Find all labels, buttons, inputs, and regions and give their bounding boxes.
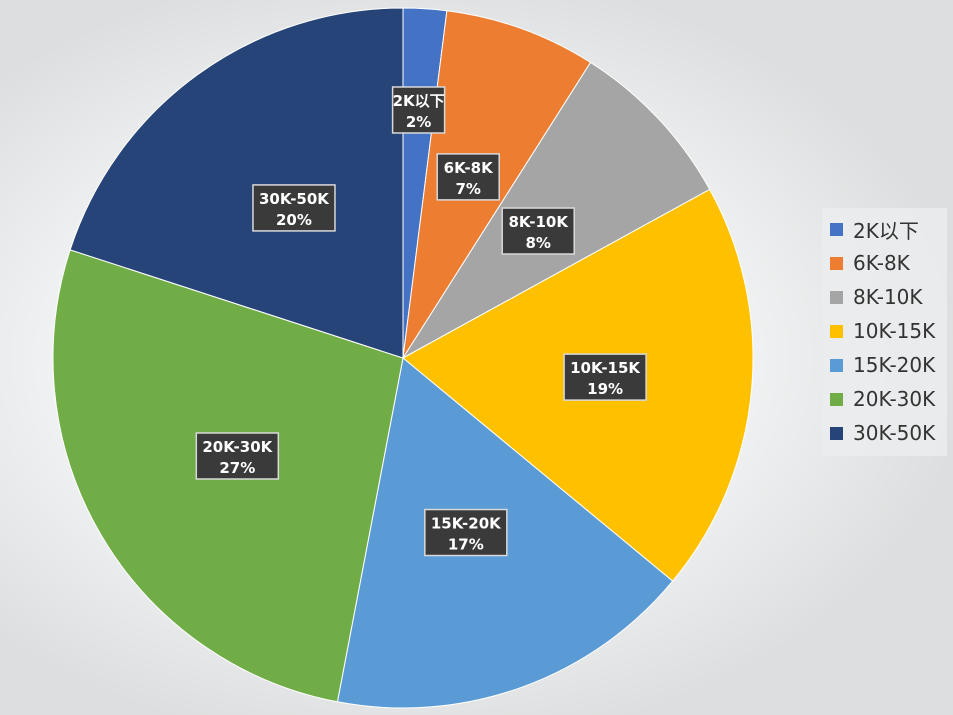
data-label-percent: 19% xyxy=(587,380,623,398)
legend-item-6k-8k: 6K-8K xyxy=(822,246,947,280)
legend-label: 10K-15K xyxy=(853,319,936,343)
data-label-percent: 20% xyxy=(276,211,312,229)
data-label-8K-10K: 8K-10K 8% xyxy=(501,207,575,255)
legend-swatch xyxy=(830,358,843,372)
legend-swatch xyxy=(830,426,843,440)
data-label-box xyxy=(563,353,647,401)
data-label-2K以下: 2K以下 2% xyxy=(391,86,446,134)
data-label-category: 6K-8K xyxy=(444,159,494,177)
legend-label: 30K-50K xyxy=(853,421,936,445)
legend-label: 6K-8K xyxy=(853,251,910,275)
data-label-box xyxy=(391,86,446,134)
data-label-category: 10K-15K xyxy=(570,359,641,377)
data-label-box xyxy=(501,207,575,255)
legend-item-30k-50k: 30K-50K xyxy=(822,416,947,450)
chart-legend: 2K以下 6K-8K 8K-10K 10K-15K 15K-20K 20K-30… xyxy=(822,208,947,456)
legend-label: 15K-20K xyxy=(853,353,936,377)
legend-swatch xyxy=(830,324,843,338)
data-label-15K-20K: 15K-20K 17% xyxy=(424,508,508,557)
data-label-category: 30K-50K xyxy=(259,190,330,208)
legend-item-15k-20k: 15K-20K xyxy=(822,348,947,382)
pie-slice-30K-50K xyxy=(69,7,404,359)
legend-label: 2K以下 xyxy=(853,218,919,243)
legend-item-10k-15k: 10K-15K xyxy=(822,314,947,348)
data-label-category: 20K-30K xyxy=(202,438,273,456)
data-label-box xyxy=(436,153,500,201)
data-label-category: 15K-20K xyxy=(431,515,502,533)
data-label-category: 2K以下 xyxy=(393,92,445,110)
legend-item-20k-30k: 20K-30K xyxy=(822,382,947,416)
data-label-percent: 7% xyxy=(455,180,480,198)
data-label-percent: 27% xyxy=(219,459,255,477)
legend-item-2k-below: 2K以下 xyxy=(822,212,947,246)
legend-swatch xyxy=(830,290,843,304)
data-label-box xyxy=(195,432,280,480)
data-label-30K-50K: 30K-50K 20% xyxy=(252,184,336,232)
legend-item-8k-10k: 8K-10K xyxy=(822,280,947,314)
data-label-20K-30K: 20K-30K 27% xyxy=(195,432,280,480)
legend-label: 20K-30K xyxy=(853,387,936,411)
legend-swatch xyxy=(830,222,843,236)
data-label-percent: 2% xyxy=(406,113,431,131)
data-label-category: 8K-10K xyxy=(508,213,569,231)
legend-swatch xyxy=(830,256,843,270)
legend-swatch xyxy=(830,392,843,406)
data-label-percent: 17% xyxy=(448,536,484,554)
data-label-10K-15K: 10K-15K 19% xyxy=(563,353,647,401)
pie-data-labels: 2K以下 2% 6K-8K 7% 8K-10K 8% 10K-15K 19% 15K-20K 17… xyxy=(195,86,647,557)
data-label-box xyxy=(424,508,508,557)
legend-label: 8K-10K xyxy=(853,285,923,309)
data-label-box xyxy=(252,184,336,232)
data-label-6K-8K: 6K-8K 7% xyxy=(436,153,500,201)
data-label-percent: 8% xyxy=(525,234,550,252)
